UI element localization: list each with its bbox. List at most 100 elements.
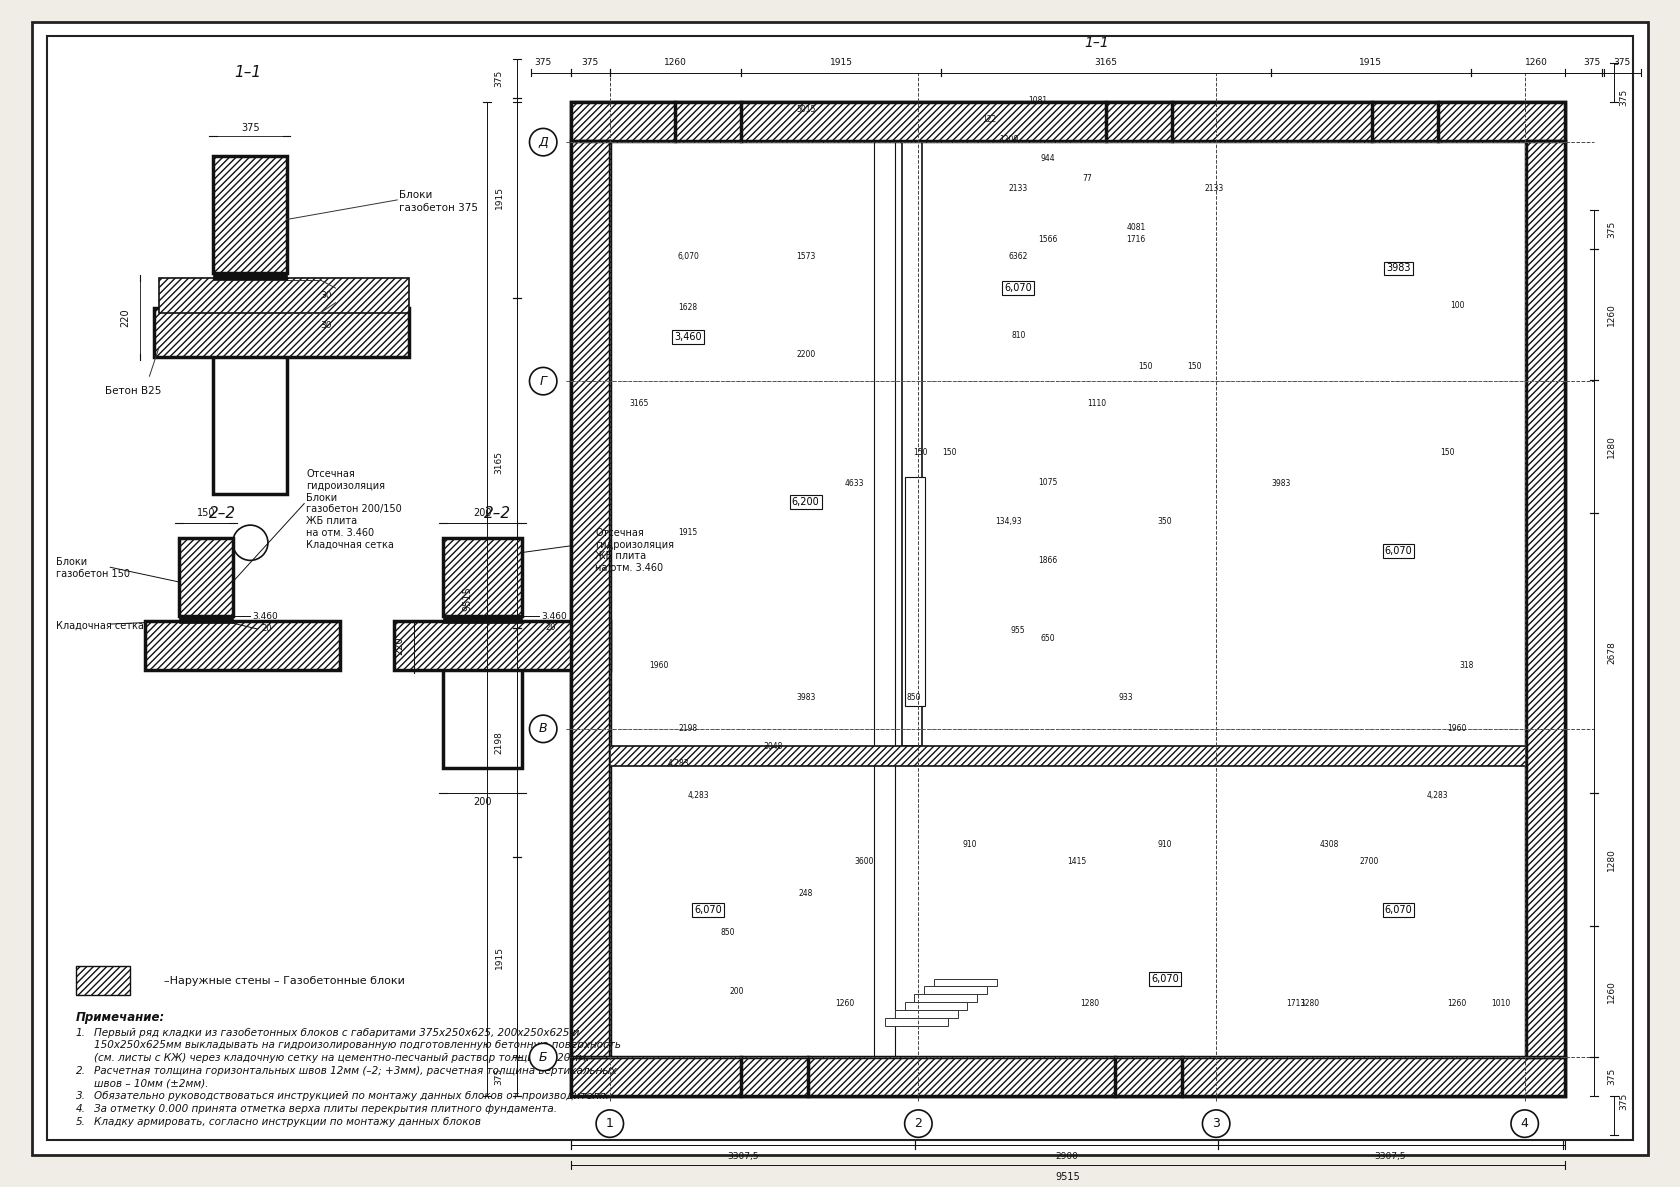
Text: 9515: 9515 [1055, 1172, 1080, 1181]
Text: Кладку армировать, согласно инструкции по монтажу данных блоков: Кладку армировать, согласно инструкции п… [94, 1117, 480, 1126]
Bar [571, 1056, 1564, 1097]
Text: 6,070: 6,070 [1151, 973, 1179, 984]
Text: 150: 150 [1188, 362, 1201, 372]
Text: 1075: 1075 [1038, 477, 1057, 487]
Text: 3.: 3. [76, 1091, 86, 1102]
Text: 30: 30 [319, 292, 331, 300]
Text: 3: 3 [1213, 1117, 1220, 1130]
Bar [395, 621, 610, 671]
Circle shape [529, 1043, 556, 1071]
Text: 2678: 2678 [1608, 641, 1616, 665]
Text: 6,200: 6,200 [791, 496, 820, 507]
Text: 150: 150 [912, 449, 927, 457]
Text: Отсечная: Отсечная [306, 469, 354, 480]
Text: 100: 100 [1450, 301, 1465, 310]
Text: –Наружные стены – Газобетонные блоки: –Наружные стены – Газобетонные блоки [165, 976, 405, 985]
Text: 220: 220 [395, 636, 405, 655]
Text: За отметку 0.000 принята отметка верха плиты перекрытия плитного фундамента.: За отметку 0.000 принята отметка верха п… [94, 1104, 556, 1113]
Text: 1: 1 [606, 1117, 613, 1130]
Bar [213, 328, 287, 494]
Text: 1–1: 1–1 [1084, 36, 1109, 50]
Text: 1713: 1713 [1285, 998, 1305, 1008]
Text: 5.: 5. [76, 1117, 86, 1126]
Text: 4081: 4081 [1126, 223, 1146, 231]
Bar [213, 272, 287, 280]
Text: 375: 375 [1613, 58, 1630, 68]
Circle shape [1203, 1110, 1230, 1137]
Text: 6,070: 6,070 [1384, 546, 1413, 556]
Text: 3048: 3048 [764, 742, 783, 751]
Text: 150: 150 [1139, 362, 1152, 372]
Bar [1107, 102, 1238, 141]
Text: 1960: 1960 [1448, 724, 1467, 734]
Bar [213, 155, 287, 273]
Text: 375: 375 [1620, 1092, 1628, 1110]
Bar [571, 102, 1564, 1097]
Text: 2: 2 [914, 1117, 922, 1130]
Text: 3165: 3165 [630, 399, 648, 408]
Text: ЖБ плита: ЖБ плита [595, 552, 647, 561]
Bar [444, 616, 522, 623]
Text: 150: 150 [942, 449, 958, 457]
Text: 150: 150 [1440, 449, 1455, 457]
Text: 1.: 1. [76, 1028, 86, 1037]
Text: 2200: 2200 [796, 350, 815, 360]
Text: 3983: 3983 [1272, 480, 1290, 489]
Bar [1116, 1056, 1248, 1097]
Bar [741, 1056, 874, 1097]
Text: на отм. 3.460: на отм. 3.460 [306, 528, 375, 538]
Text: 1915: 1915 [494, 946, 504, 969]
Text: Блоки: Блоки [57, 558, 87, 567]
Bar [885, 1017, 948, 1026]
Circle shape [529, 715, 556, 743]
Text: 1–1: 1–1 [234, 65, 260, 80]
Text: Кладочная сетка: Кладочная сетка [57, 621, 144, 631]
Bar [904, 1002, 968, 1010]
Bar [178, 616, 234, 623]
Text: 1573: 1573 [796, 252, 815, 261]
Text: 3,460: 3,460 [674, 332, 702, 342]
Text: 4,283: 4,283 [1426, 791, 1448, 800]
Text: 2198: 2198 [679, 724, 697, 734]
Text: 122: 122 [981, 115, 996, 125]
Text: 944: 944 [1040, 154, 1055, 164]
Bar [874, 141, 895, 1056]
Text: 200: 200 [474, 508, 492, 519]
Text: 375: 375 [494, 1068, 504, 1085]
Text: 650: 650 [1040, 634, 1055, 643]
Text: на отм. 3.460: на отм. 3.460 [595, 563, 664, 573]
Text: 4.: 4. [76, 1104, 86, 1113]
Bar [178, 538, 234, 616]
Text: 4308: 4308 [1320, 840, 1339, 849]
Text: газобетон 150: газобетон 150 [57, 569, 131, 579]
Bar [144, 621, 341, 671]
Text: 2–2: 2–2 [484, 506, 511, 521]
Bar [571, 141, 610, 1056]
Text: 375: 375 [1608, 1068, 1616, 1085]
Bar [444, 538, 522, 616]
Circle shape [1510, 1110, 1539, 1137]
Text: 1915: 1915 [1359, 58, 1383, 68]
Text: 1915: 1915 [679, 528, 697, 538]
Text: 1260: 1260 [664, 58, 687, 68]
Text: 6,070: 6,070 [694, 904, 722, 915]
Text: 1628: 1628 [679, 303, 697, 312]
Text: 200: 200 [729, 986, 744, 996]
Text: 248: 248 [798, 889, 813, 897]
Text: Отсечная: Отсечная [595, 528, 643, 538]
Bar [934, 978, 996, 986]
Circle shape [234, 525, 267, 560]
Text: 933: 933 [1119, 693, 1134, 702]
Text: 6,070: 6,070 [1005, 283, 1032, 293]
Text: Примечание:: Примечание: [76, 1011, 165, 1024]
Text: газобетон 375: газобетон 375 [400, 203, 479, 212]
Text: 150х250х625мм выкладывать на гидроизолированную подготовленную бетонную поверхно: 150х250х625мм выкладывать на гидроизолир… [94, 1040, 620, 1050]
Text: Расчетная толщина горизонтальных швов 12мм (–2; +3мм), расчетная толщина вертика: Расчетная толщина горизонтальных швов 12… [94, 1066, 617, 1075]
Text: 2700: 2700 [1359, 857, 1379, 865]
Bar [924, 986, 986, 995]
Bar [444, 665, 522, 768]
Text: 1260: 1260 [1448, 998, 1467, 1008]
Text: Бетон В25: Бетон В25 [106, 386, 161, 396]
Text: Первый ряд кладки из газобетонных блоков с габаритами 375х250х625, 200х250х625 и: Первый ряд кладки из газобетонных блоков… [94, 1028, 580, 1037]
Text: 3983: 3983 [1386, 264, 1411, 273]
